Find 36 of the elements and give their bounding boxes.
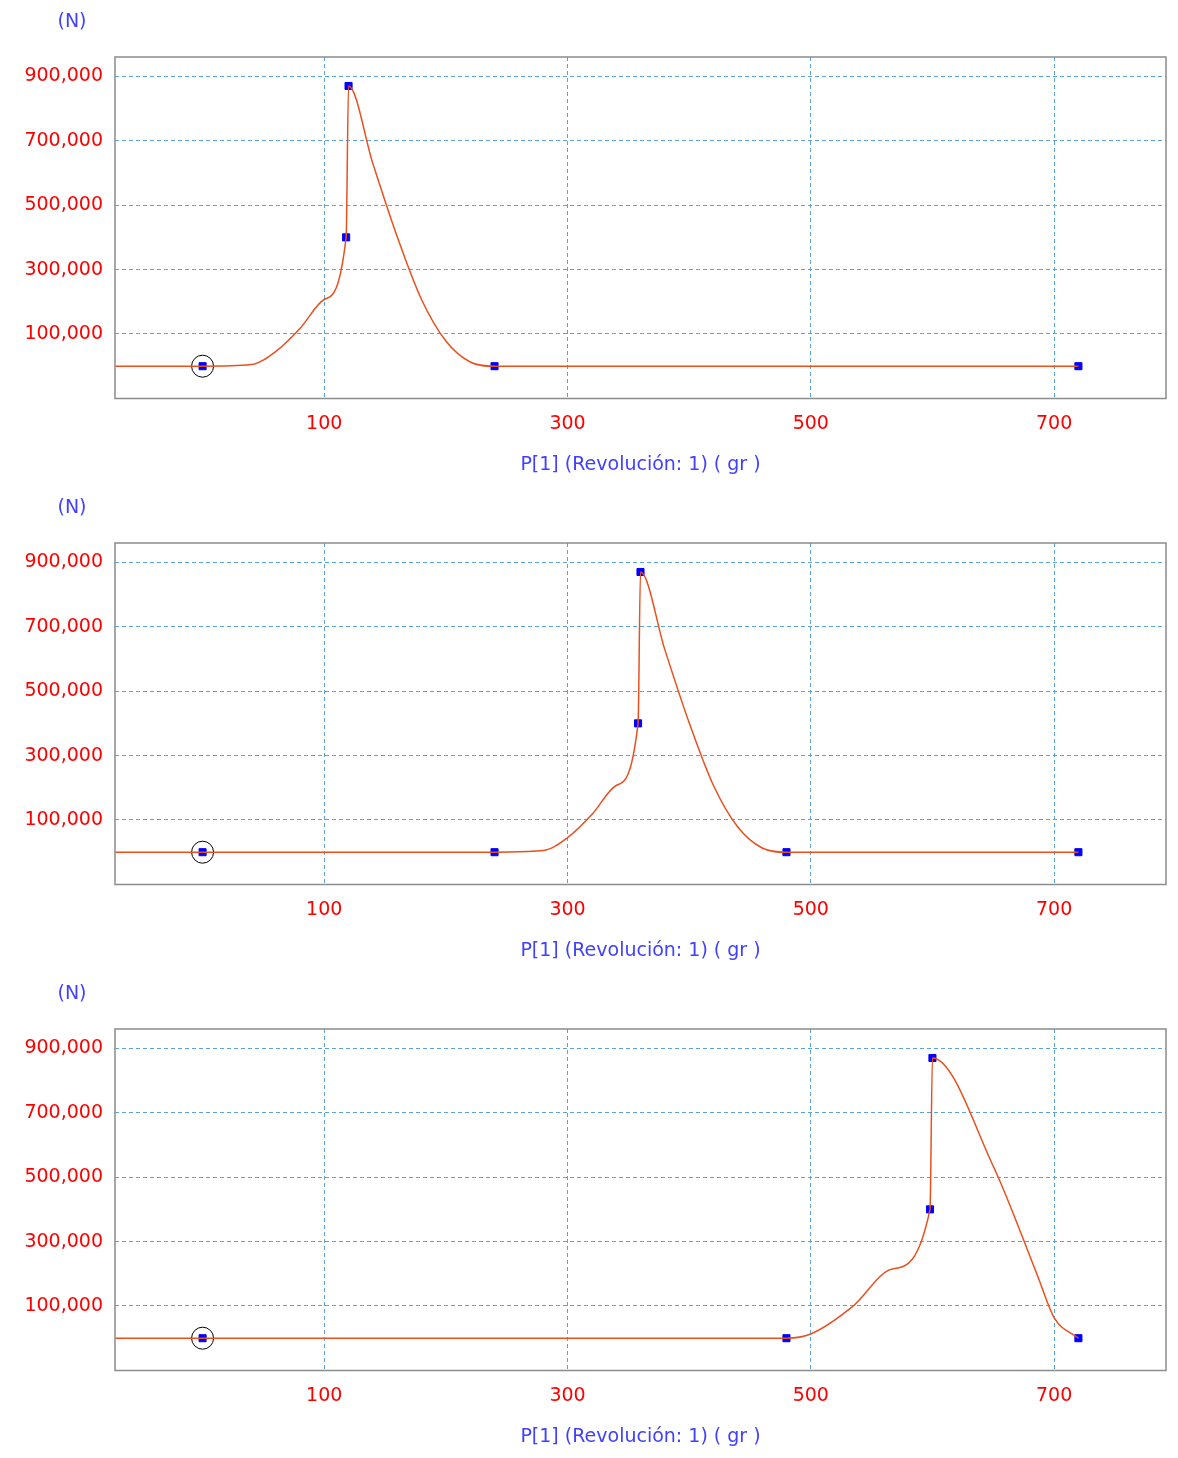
y-tick-label: 700,000	[24, 1099, 103, 1122]
y-tick-label: 500,000	[24, 1164, 103, 1187]
x-tick-label: 300	[549, 896, 586, 919]
point	[191, 354, 215, 378]
x-axis-title: P[1] (Revolución: 1) ( gr )	[520, 937, 761, 960]
y-axis-title: (N)	[57, 8, 87, 31]
y-tick-label: 900,000	[24, 549, 103, 572]
x-tick-label: 100	[306, 410, 343, 433]
point	[191, 1326, 215, 1350]
y-tick-label: 900,000	[24, 63, 103, 86]
x-tick-label: 100	[306, 1382, 343, 1405]
x-axis-title: P[1] (Revolución: 1) ( gr )	[520, 451, 761, 474]
y-tick-label: 500,000	[24, 192, 103, 215]
y-tick-label: 700,000	[24, 127, 103, 150]
y-tick-label: 300,000	[24, 742, 103, 765]
x-tick-label: 700	[1035, 1382, 1073, 1405]
y-tick-label: 300,000	[24, 256, 103, 279]
y-tick-label: 100,000	[24, 1292, 103, 1315]
x-tick-label: 300	[549, 1382, 586, 1405]
y-tick-label: 700,000	[24, 613, 103, 636]
x-axis-title: P[1] (Revolución: 1) ( gr )	[520, 1423, 761, 1446]
y-tick-label: 100,000	[24, 806, 103, 829]
y-tick-label: 500,000	[24, 678, 103, 701]
y-tick-label: 300,000	[24, 1228, 103, 1251]
x-tick-label: 300	[549, 410, 586, 433]
y-tick-label: 900,000	[24, 1035, 103, 1058]
x-tick-label: 700	[1035, 410, 1073, 433]
x-tick-label: 500	[792, 410, 829, 433]
y-axis-title: (N)	[57, 494, 87, 517]
y-axis-title: (N)	[57, 980, 87, 1003]
x-tick-label: 700	[1035, 896, 1073, 919]
y-tick-label: 100,000	[24, 320, 103, 343]
point	[191, 840, 215, 864]
x-tick-label: 500	[792, 1382, 829, 1405]
x-tick-label: 100	[306, 896, 343, 919]
x-tick-label: 500	[792, 896, 829, 919]
